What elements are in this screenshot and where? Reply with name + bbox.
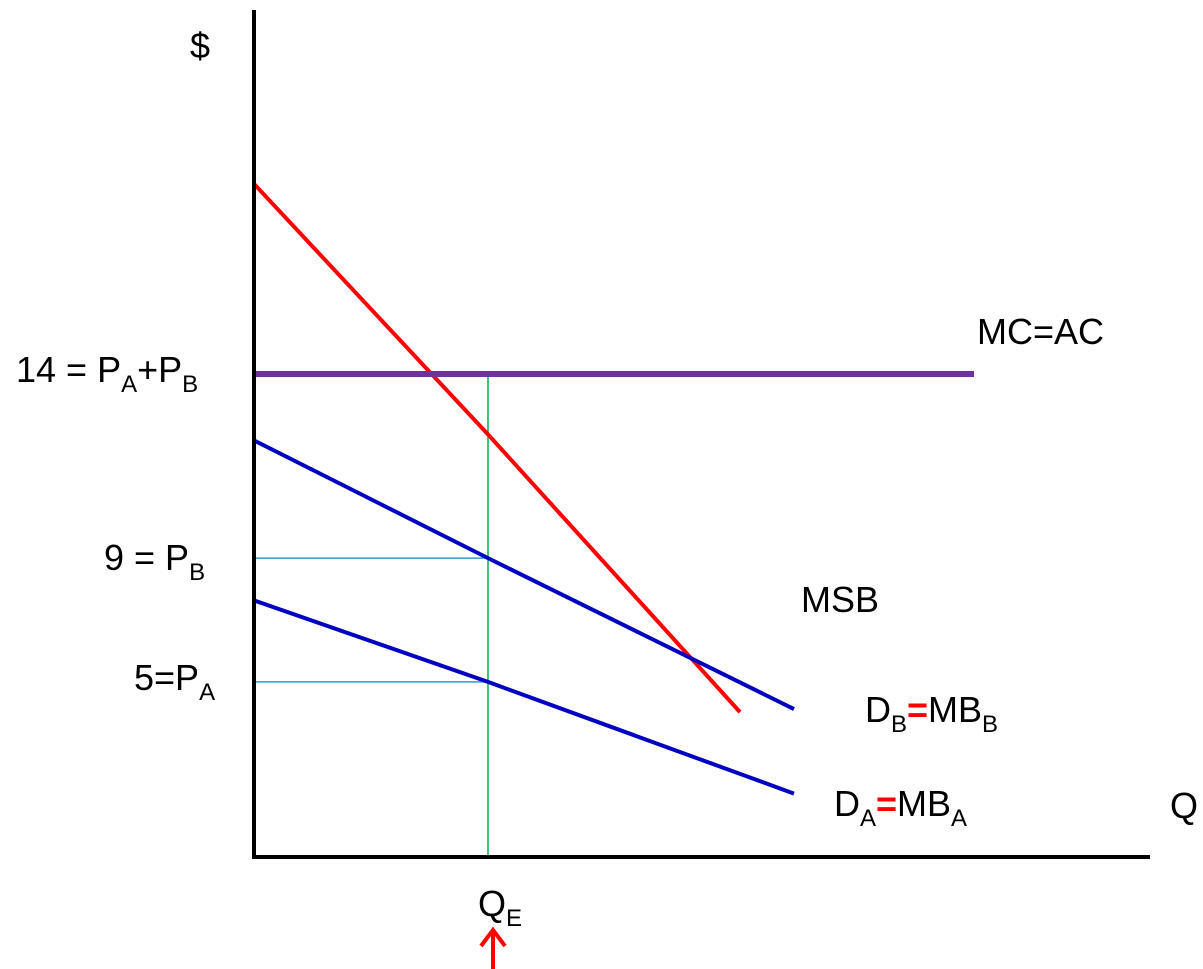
mc-ac-label: MC=AC [977, 311, 1104, 352]
db-mbb-curve [253, 438, 795, 711]
guide-lines [254, 374, 489, 857]
da-mba-curve [253, 598, 795, 796]
msb-curve [252, 182, 742, 714]
qe-arrow-icon [479, 926, 507, 969]
db-mbb-label: DB=MBB [865, 689, 998, 738]
y-axis-label: $ [190, 25, 210, 66]
msb-label: MSB [801, 579, 879, 620]
y-tick-label-9: 9 = PB [104, 537, 205, 586]
x-tick-label-qe: QE [478, 883, 522, 932]
x-axis-label: Q [1170, 785, 1198, 826]
series-lines [252, 182, 974, 796]
y-tick-label-5: 5=PA [134, 657, 215, 706]
da-mba-label: DA=MBA [834, 783, 967, 832]
y-tick-label-14: 14 = PA+PB [16, 349, 198, 398]
